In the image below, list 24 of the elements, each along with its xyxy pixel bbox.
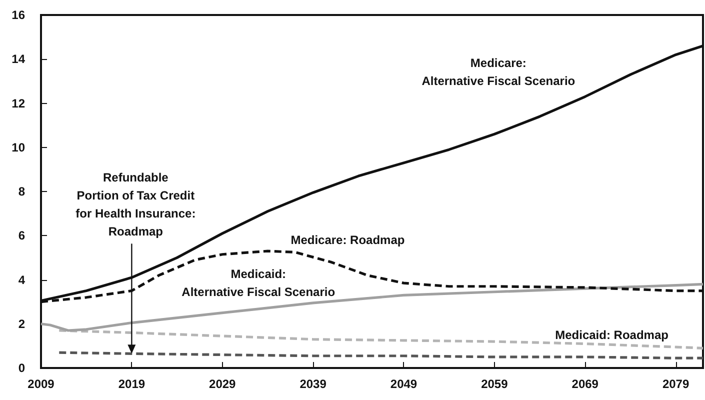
y-tick-label: 4 xyxy=(18,272,26,287)
text: Refundable Portion of Tax Credit for Health Insurance: Roadmap xyxy=(76,170,196,239)
line-series xyxy=(58,329,704,350)
series-label: Medicaid: Alternative Fiscal Scenario xyxy=(182,266,336,299)
y-tick-label: 16 xyxy=(12,8,26,22)
y-tick-label: 6 xyxy=(18,228,26,243)
y-tick-label: 2 xyxy=(18,316,26,331)
y-tick-label: 10 xyxy=(12,140,26,154)
series-label: Medicare: Alternative Fiscal Scenario xyxy=(422,56,576,88)
x-tick-label: 2039 xyxy=(300,377,327,391)
line-series xyxy=(40,282,704,332)
x-tick-label: 2009 xyxy=(28,377,55,391)
y-tick-label: 8 xyxy=(18,184,26,198)
y-tick-label: 12 xyxy=(12,96,26,110)
y-tick-label: 14 xyxy=(12,52,26,66)
y-tick-label: 0 xyxy=(18,361,26,375)
x-tick-label: 2049 xyxy=(390,377,418,391)
series-label: Medicare: Roadmap xyxy=(290,233,405,248)
x-tick-label: 2019 xyxy=(118,377,146,391)
x-tick-label: 2029 xyxy=(209,377,236,391)
x-tick-label: 2069 xyxy=(572,377,599,391)
x-tick-label: 2079 xyxy=(662,377,690,391)
series-label: Medicaid: Roadmap xyxy=(555,328,668,342)
x-tick-label: 2059 xyxy=(481,377,508,391)
